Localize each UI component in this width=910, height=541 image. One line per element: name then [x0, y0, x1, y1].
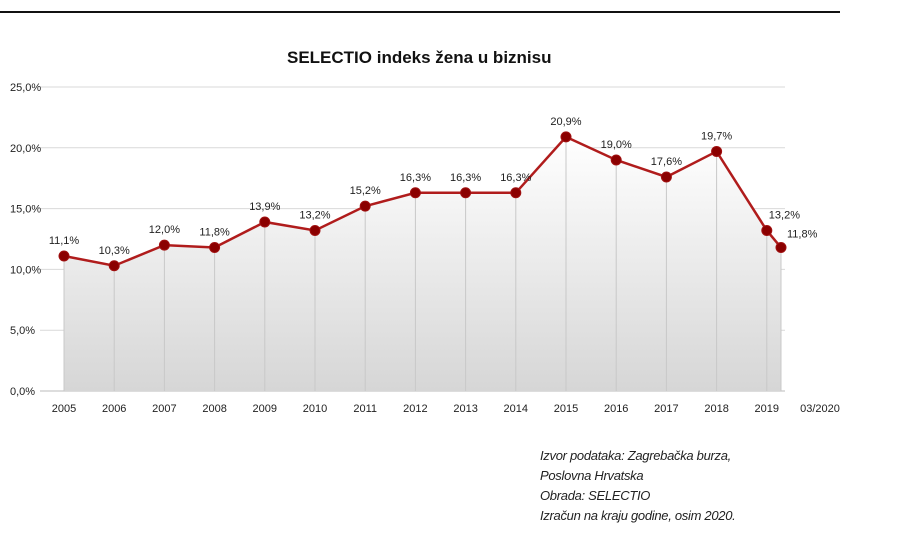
x-tick-label: 2016: [604, 403, 628, 415]
data-point: [209, 242, 221, 254]
data-label: 12,0%: [149, 224, 180, 236]
x-tick-label: 2011: [353, 403, 377, 415]
note-line: Izvor podataka: Zagrebačka burza,: [540, 448, 731, 463]
data-label: 16,3%: [450, 172, 481, 184]
source-notes: Izvor podataka: Zagrebačka burza, Poslov…: [540, 446, 736, 526]
data-point: [359, 200, 371, 212]
x-tick-label: 03/2020: [800, 403, 840, 415]
data-label: 11,1%: [49, 235, 80, 247]
y-tick-label: 5,0%: [10, 325, 35, 337]
x-tick-label: 2013: [453, 403, 477, 415]
x-tick-label: 2005: [52, 403, 76, 415]
data-point: [58, 250, 70, 262]
x-tick-label: 2012: [403, 403, 427, 415]
y-tick-label: 25,0%: [10, 82, 41, 94]
data-point: [409, 187, 421, 199]
note-line: Poslovna Hrvatska: [540, 468, 644, 483]
data-label: 10,3%: [99, 245, 130, 257]
note-line: Izračun na kraju godine, osim 2020.: [540, 508, 736, 523]
data-label: 16,3%: [400, 172, 431, 184]
x-tick-label: 2009: [253, 403, 277, 415]
y-tick-label: 20,0%: [10, 143, 41, 155]
data-point: [108, 260, 120, 272]
top-rule: [0, 11, 840, 13]
data-point: [309, 224, 321, 236]
x-tick-label: 2018: [704, 403, 728, 415]
data-point: [660, 171, 672, 183]
data-point: [775, 242, 787, 254]
data-label: 15,2%: [350, 185, 381, 197]
y-tick-label: 0,0%: [10, 386, 35, 398]
data-point: [711, 145, 723, 157]
data-point: [610, 154, 622, 166]
data-point: [158, 239, 170, 251]
data-label: 19,0%: [601, 139, 632, 151]
data-label: 19,7%: [701, 130, 732, 142]
data-point: [510, 187, 522, 199]
x-tick-label: 2008: [202, 403, 226, 415]
data-label: 13,9%: [249, 201, 280, 213]
data-point: [560, 131, 572, 143]
data-label: 11,8%: [199, 227, 230, 239]
x-tick-label: 2010: [303, 403, 327, 415]
data-point: [460, 187, 472, 199]
x-tick-label: 2014: [504, 403, 528, 415]
x-tick-label: 2017: [654, 403, 678, 415]
data-label: 11,8%: [787, 229, 818, 241]
area-fill: [64, 136, 781, 391]
data-label: 13,2%: [299, 209, 330, 221]
x-tick-label: 2007: [152, 403, 176, 415]
data-point: [259, 216, 271, 228]
x-tick-label: 2006: [102, 403, 126, 415]
y-tick-label: 15,0%: [10, 204, 41, 216]
x-tick-label: 2019: [755, 403, 779, 415]
y-tick-label: 10,0%: [10, 264, 41, 276]
data-label: 20,9%: [550, 116, 581, 128]
data-label: 13,2%: [769, 209, 800, 221]
series-line: [63, 135, 782, 268]
data-point: [761, 224, 773, 236]
data-label: 16,3%: [500, 172, 531, 184]
note-line: Obrada: SELECTIO: [540, 488, 651, 503]
data-label: 17,6%: [651, 156, 682, 168]
chart-title: SELECTIO indeks žena u biznisu: [287, 48, 552, 67]
x-tick-label: 2015: [554, 403, 578, 415]
